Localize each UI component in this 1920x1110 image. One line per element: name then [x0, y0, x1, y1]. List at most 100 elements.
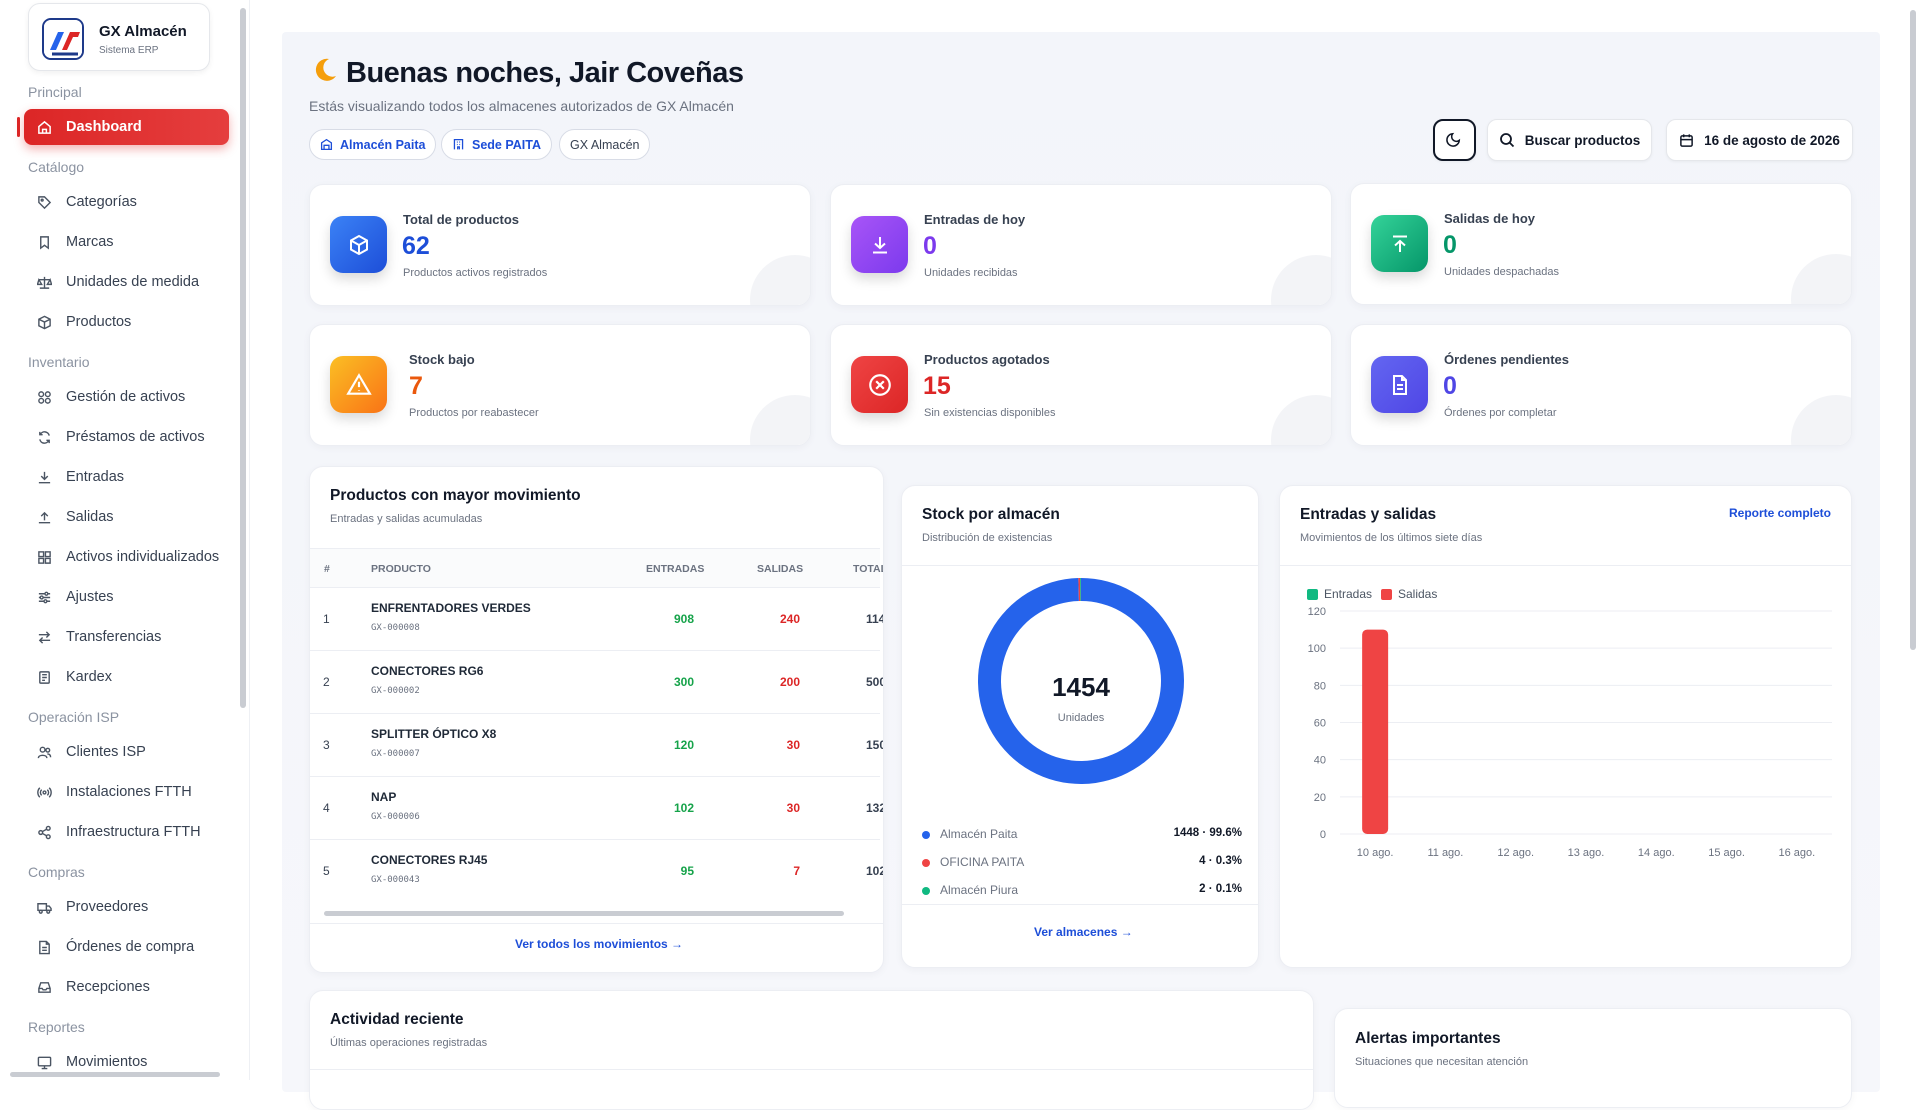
salidas-value: 240: [779, 612, 800, 626]
legend-value: 4 · 0.3%: [1199, 855, 1242, 867]
table-row[interactable]: 4 NAP GX-000006 102 30 132: [310, 777, 883, 840]
card-subtitle: Distribución de existencias: [922, 532, 1053, 544]
view-warehouses-link[interactable]: Ver almacenes →: [1034, 925, 1133, 939]
donut-slice-2[interactable]: [1080, 578, 1081, 602]
legend-item[interactable]: Almacén Piura 2 · 0.1%: [922, 882, 1242, 902]
sidebar-item-unidades[interactable]: Unidades de medida: [24, 264, 229, 300]
section-inventario: Inventario: [28, 354, 90, 370]
legend-dot: [922, 887, 930, 895]
section-principal: Principal: [28, 84, 82, 100]
sidebar-item-label: Recepciones: [66, 979, 150, 995]
tag-icon: [36, 194, 52, 210]
stat-card-ordenes-pendientes[interactable]: Órdenes pendientes 0 Órdenes por complet…: [1350, 324, 1852, 446]
sidebar-item-label: Ajustes: [66, 589, 114, 605]
card-title: Stock por almacén: [922, 506, 1060, 523]
theme-toggle-button[interactable]: [1433, 119, 1476, 161]
x-tick-label: 15 ago.: [1708, 847, 1745, 859]
stat-card-entradas-hoy[interactable]: Entradas de hoy 0 Unidades recibidas: [830, 184, 1332, 306]
view-all-movements-link[interactable]: Ver todos los movimientos →: [515, 937, 684, 951]
sidebar-item-dashboard[interactable]: Dashboard: [24, 109, 229, 145]
card-subtitle: Movimientos de los últimos siete días: [1300, 532, 1483, 544]
sidebar-item-gestion-activos[interactable]: Gestión de activos: [24, 379, 229, 415]
stat-subtitle: Productos activos registrados: [403, 267, 548, 279]
bar-salidas[interactable]: [1362, 629, 1389, 834]
table-row[interactable]: 5 CONECTORES RJ45 GX-000043 95 7 102: [310, 840, 883, 903]
col-entradas[interactable]: ENTRADAS: [646, 563, 705, 575]
sidebar-item-label: Entradas: [66, 469, 125, 485]
col-salidas[interactable]: SALIDAS: [757, 563, 804, 575]
sidebar-item-infraestructura-ftth[interactable]: Infraestructura FTTH: [24, 814, 229, 850]
qr-icon: [36, 549, 52, 565]
card-subtitle: Situaciones que necesitan atención: [1355, 1056, 1529, 1068]
sidebar-item-label: Dashboard: [66, 119, 142, 135]
app-logo-card[interactable]: GX Almacén Sistema ERP: [28, 3, 210, 71]
sidebar-item-transferencias[interactable]: Transferencias: [24, 619, 229, 655]
calendar-icon: [1679, 133, 1694, 148]
product-code: GX-000002: [371, 686, 420, 696]
table-row[interactable]: 1 ENFRENTADORES VERDES GX-000008 908 240…: [310, 588, 883, 651]
sidebar-item-categorias[interactable]: Categorías: [24, 184, 229, 220]
card-decoration: [1791, 254, 1851, 304]
y-tick-label: 100: [1308, 643, 1326, 655]
card-title: Entradas y salidas: [1300, 506, 1437, 523]
sidebar-item-clientes-isp[interactable]: Clientes ISP: [24, 734, 229, 770]
sidebar-item-recepciones[interactable]: Recepciones: [24, 969, 229, 1005]
sidebar-item-kardex[interactable]: Kardex: [24, 659, 229, 695]
stat-card-productos-agotados[interactable]: Productos agotados 15 Sin existencias di…: [830, 324, 1332, 446]
stat-label: Total de productos: [403, 212, 520, 227]
legend-item[interactable]: OFICINA PAITA 4 · 0.3%: [922, 854, 1242, 874]
stat-value: 0: [1443, 372, 1457, 400]
legend-salidas[interactable]: Salidas: [1381, 587, 1437, 601]
sidebar-item-salidas[interactable]: Salidas: [24, 499, 229, 535]
full-report-link[interactable]: Reporte completo: [1728, 506, 1831, 520]
col-total[interactable]: TOTAL: [853, 563, 884, 575]
chip-sede[interactable]: Sede PAITA: [441, 129, 552, 160]
chip-almacen[interactable]: Almacén Paita: [309, 129, 437, 160]
stat-card-stock-bajo[interactable]: Stock bajo 7 Productos por reabastecer: [309, 324, 811, 446]
search-products-button[interactable]: Buscar productos: [1487, 119, 1652, 161]
col-producto[interactable]: PRODUCTO: [371, 563, 431, 575]
card-decoration: [1271, 395, 1331, 445]
stat-subtitle: Productos por reabastecer: [409, 407, 539, 419]
donut-slice-1[interactable]: [1078, 578, 1081, 602]
page-scrollbar[interactable]: [1910, 10, 1916, 650]
broadcast-icon: [36, 784, 52, 800]
sidebar-scrollbar[interactable]: [240, 8, 246, 708]
scale-icon: [36, 274, 52, 290]
stat-subtitle: Órdenes por completar: [1444, 407, 1557, 419]
stat-card-salidas-hoy[interactable]: Salidas de hoy 0 Unidades despachadas: [1350, 183, 1852, 305]
sidebar-horizontal-scrollbar[interactable]: [10, 1072, 220, 1077]
table-horizontal-scrollbar[interactable]: [314, 909, 883, 917]
sidebar-item-ajustes[interactable]: Ajustes: [24, 579, 229, 615]
entradas-value: 95: [680, 864, 694, 878]
sidebar-item-instalaciones-ftth[interactable]: Instalaciones FTTH: [24, 774, 229, 810]
legend-entradas[interactable]: Entradas: [1307, 587, 1372, 601]
table-row[interactable]: 3 SPLITTER ÓPTICO X8 GX-000007 120 30 15…: [310, 714, 883, 777]
sidebar-item-marcas[interactable]: Marcas: [24, 224, 229, 260]
x-tick-label: 11 ago.: [1427, 847, 1463, 859]
divider: [902, 565, 1258, 566]
sidebar-item-movimientos[interactable]: Movimientos: [24, 1044, 229, 1080]
date-picker-button[interactable]: 16 de agosto de 2026: [1666, 119, 1853, 161]
sidebar-item-label: Préstamos de activos: [66, 429, 205, 445]
table-row[interactable]: 2 CONECTORES RG6 GX-000002 300 200 500: [310, 651, 883, 714]
sidebar: GX Almacén Sistema ERP Principal Dashboa…: [0, 0, 250, 1080]
sidebar-item-entradas[interactable]: Entradas: [24, 459, 229, 495]
scrollbar-thumb[interactable]: [324, 911, 844, 916]
sidebar-item-activos-individualizados[interactable]: Activos individualizados: [24, 539, 229, 575]
sidebar-item-prestamos[interactable]: Préstamos de activos: [24, 419, 229, 455]
chip-empresa[interactable]: GX Almacén: [559, 129, 651, 160]
product-name: CONECTORES RJ45: [371, 853, 488, 867]
refresh-icon: [36, 429, 52, 445]
stat-card-total-productos[interactable]: Total de productos 62 Productos activos …: [309, 184, 811, 306]
legend-item[interactable]: Almacén Paita 1448 · 99.6%: [922, 826, 1242, 846]
sidebar-item-productos[interactable]: Productos: [24, 304, 229, 340]
card-subtitle: Entradas y salidas acumuladas: [330, 513, 483, 525]
page-title: Buenas noches, Jair Coveñas: [312, 56, 744, 90]
app-logo-icon: [42, 18, 84, 60]
truck-icon: [36, 899, 52, 915]
sidebar-item-proveedores[interactable]: Proveedores: [24, 889, 229, 925]
sidebar-item-ordenes-compra[interactable]: Órdenes de compra: [24, 929, 229, 965]
y-tick-label: 40: [1314, 755, 1326, 767]
table-header: # PRODUCTO ENTRADAS SALIDAS TOTAL: [310, 548, 883, 588]
